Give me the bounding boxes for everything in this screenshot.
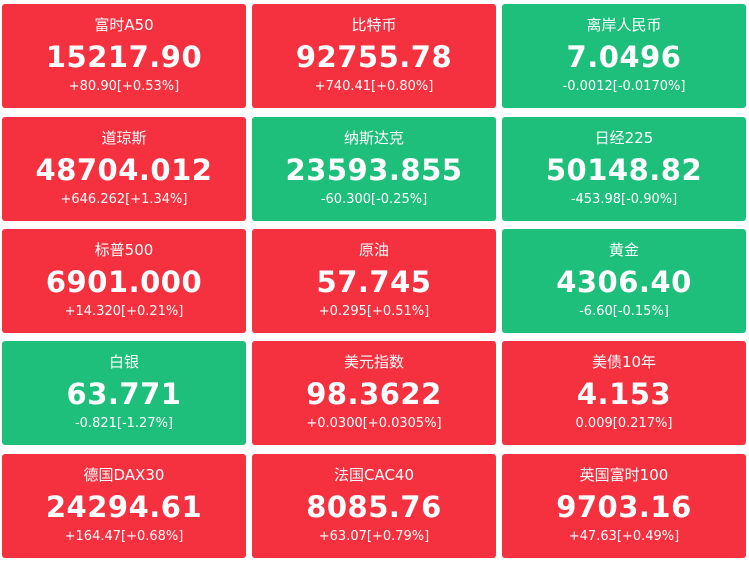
quote-change: 0.009[0.217%] [575,416,673,431]
quote-tile[interactable]: 富时A50 15217.90 +80.90[+0.53%] [2,4,246,108]
quote-price: 92755.78 [295,40,453,74]
quote-tile[interactable]: 比特币 92755.78 +740.41[+0.80%] [252,4,496,108]
quote-tile[interactable]: 德国DAX30 24294.61 +164.47[+0.68%] [2,454,246,558]
quote-change: +80.90[+0.53%] [68,79,180,94]
quote-name: 法国CAC40 [333,466,415,484]
quote-tile[interactable]: 离岸人民币 7.0496 -0.0012[-0.0170%] [502,4,746,108]
quote-tile[interactable]: 道琼斯 48704.012 +646.262[+1.34%] [2,117,246,221]
quote-change: -0.0012[-0.0170%] [562,79,686,94]
quote-change: +164.47[+0.68%] [64,529,184,544]
quote-price: 50148.82 [545,153,703,187]
quote-price: 23593.855 [285,153,463,187]
quote-price: 4306.40 [556,265,692,299]
quote-tile[interactable]: 黄金 4306.40 -6.60[-0.15%] [502,229,746,333]
quote-name: 德国DAX30 [83,466,165,484]
quote-price: 7.0496 [566,40,682,74]
quote-price: 24294.61 [45,490,203,524]
quote-tile[interactable]: 英国富时100 9703.16 +47.63[+0.49%] [502,454,746,558]
quote-name: 道琼斯 [101,129,147,147]
quote-name: 富时A50 [94,16,154,34]
quote-change: +0.0300[+0.0305%] [306,416,442,431]
quote-tile[interactable]: 日经225 50148.82 -453.98[-0.90%] [502,117,746,221]
quote-price: 9703.16 [556,490,692,524]
quote-name: 原油 [358,241,389,259]
quote-name: 美元指数 [343,353,404,371]
quote-tile[interactable]: 标普500 6901.000 +14.320[+0.21%] [2,229,246,333]
quote-change: +47.63[+0.49%] [568,529,680,544]
quote-name: 比特币 [351,16,397,34]
quote-change: -0.821[-1.27%] [74,416,174,431]
quote-name: 黄金 [608,241,639,259]
quote-change: +63.07[+0.79%] [318,529,430,544]
quote-change: -60.300[-0.25%] [320,192,428,207]
quote-name: 纳斯达克 [343,129,404,147]
quote-price: 4.153 [576,377,672,411]
quote-tile[interactable]: 美债10年 4.153 0.009[0.217%] [502,341,746,445]
quote-name: 美债10年 [591,353,657,371]
quote-tile[interactable]: 原油 57.745 +0.295[+0.51%] [252,229,496,333]
quote-change: +0.295[+0.51%] [318,304,430,319]
quote-name: 英国富时100 [579,466,669,484]
quote-price: 98.3622 [306,377,442,411]
quote-name: 日经225 [594,129,654,147]
quote-name: 白银 [108,353,139,371]
quote-price: 48704.012 [35,153,213,187]
quote-tile[interactable]: 白银 63.771 -0.821[-1.27%] [2,341,246,445]
quote-change: +646.262[+1.34%] [60,192,188,207]
quote-price: 15217.90 [45,40,203,74]
quote-change: -6.60[-0.15%] [579,304,669,319]
quote-change: -453.98[-0.90%] [570,192,678,207]
quote-change: +14.320[+0.21%] [64,304,184,319]
quote-price: 6901.000 [45,265,203,299]
quote-name: 标普500 [94,241,154,259]
quote-tile[interactable]: 法国CAC40 8085.76 +63.07[+0.79%] [252,454,496,558]
quote-tile[interactable]: 纳斯达克 23593.855 -60.300[-0.25%] [252,117,496,221]
quote-tile[interactable]: 美元指数 98.3622 +0.0300[+0.0305%] [252,341,496,445]
quote-price: 63.771 [66,377,182,411]
quote-name: 离岸人民币 [586,16,662,34]
quote-price: 57.745 [316,265,432,299]
quote-change: +740.41[+0.80%] [314,79,434,94]
quote-price: 8085.76 [306,490,442,524]
